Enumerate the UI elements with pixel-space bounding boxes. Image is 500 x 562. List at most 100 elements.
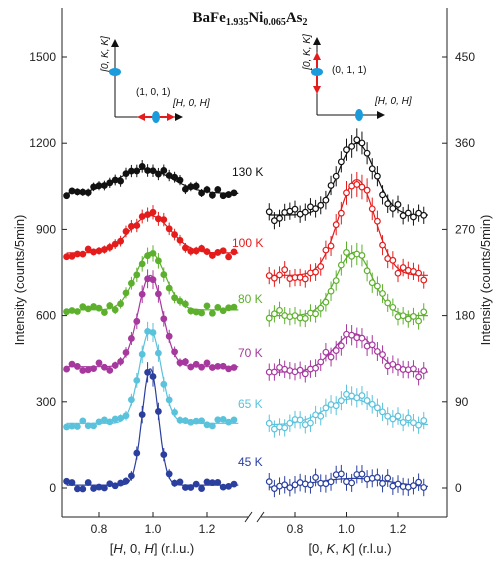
chart-title: BaFe1.935Ni0.065As2 <box>193 10 308 28</box>
fit-curve-left <box>66 215 239 254</box>
data-point-left <box>198 417 206 425</box>
data-point-right <box>394 201 402 208</box>
data-point-left <box>111 415 119 423</box>
data-point-right <box>343 146 350 154</box>
data-point-right <box>368 341 376 349</box>
data-point-right <box>271 310 278 318</box>
data-point-right <box>374 404 381 412</box>
data-point-right <box>312 268 320 276</box>
data-point-right <box>374 172 381 180</box>
data-point-right <box>265 272 273 280</box>
data-point-right <box>358 470 366 478</box>
data-point-left <box>127 472 135 480</box>
data-point-right <box>389 415 397 423</box>
data-point-left <box>208 191 216 199</box>
data-point-right <box>358 392 366 399</box>
data-point-left <box>122 170 130 178</box>
data-point-left <box>208 364 216 371</box>
data-point-right <box>368 165 376 173</box>
data-point-left <box>144 327 152 335</box>
data-point-left <box>101 182 108 189</box>
data-point-right <box>415 373 423 381</box>
axis-break <box>244 511 265 523</box>
inset-left-red-arrowhead-right <box>167 113 175 121</box>
data-point-left <box>90 365 97 373</box>
data-point-right <box>415 421 423 429</box>
data-point-right <box>343 189 350 197</box>
x-axis-label-left: [H, 0, H] (r.l.u.) <box>110 541 195 556</box>
data-point-right <box>399 419 407 426</box>
inset-right-v-label: [0, K, K] <box>302 34 313 71</box>
data-point-left <box>122 477 130 485</box>
y-tick-label-left: 0 <box>49 481 56 495</box>
data-point-right <box>337 158 345 166</box>
data-point-left <box>176 176 184 184</box>
inset-left-spot-peak <box>152 111 160 123</box>
data-point-left <box>90 248 97 256</box>
y-tick-label-right: 360 <box>455 136 475 150</box>
data-point-right <box>322 348 330 356</box>
points-layer <box>63 128 428 498</box>
inset-left-h-arrowhead <box>175 113 183 121</box>
inset-left-spot-axis <box>109 68 121 76</box>
data-point-right <box>281 266 289 274</box>
ticks-layer: 0 300 600 900 1200 1500 0 90 180 270 360 450 0.8 1.0 1… <box>29 50 475 536</box>
data-point-left <box>187 418 195 426</box>
data-point-left <box>106 243 114 251</box>
data-point-left <box>160 451 168 459</box>
series-label: 130 K <box>232 165 263 179</box>
data-point-left <box>181 185 189 193</box>
data-point-left <box>214 478 222 486</box>
data-point-right <box>420 276 428 284</box>
data-point-left <box>176 359 184 367</box>
data-point-left <box>68 187 76 195</box>
data-point-right <box>363 267 371 275</box>
inset-right-peak-label: (0, 1, 1) <box>332 65 366 76</box>
data-point-right <box>291 205 299 213</box>
series-label: 80 K <box>238 292 263 306</box>
data-point-right <box>410 213 417 221</box>
inset-right-v-arrowhead <box>313 37 321 45</box>
data-point-right <box>379 480 386 487</box>
data-point-right <box>368 279 376 287</box>
data-point-left <box>95 359 103 367</box>
data-point-left <box>133 271 141 279</box>
data-point-right <box>404 315 412 323</box>
data-point-right <box>296 366 304 374</box>
x-tick-label-right: 1.0 <box>338 522 355 536</box>
y-tick-label-right: 0 <box>455 481 462 495</box>
data-point-left <box>63 477 70 485</box>
data-point-left <box>117 300 124 308</box>
data-point-right <box>420 484 428 491</box>
data-point-left <box>171 348 179 356</box>
data-point-left <box>230 416 238 424</box>
data-point-left <box>230 480 238 488</box>
data-point-left <box>214 304 222 311</box>
title-part-2: Ni <box>248 10 263 26</box>
data-point-right <box>379 351 386 358</box>
fit-curve-right <box>269 142 428 216</box>
inset-right: [0, K, K] [H, 0, H] (0, 1, 1) <box>302 34 412 121</box>
data-point-right <box>317 201 325 209</box>
data-point-right <box>312 310 320 318</box>
data-point-right <box>389 205 397 212</box>
data-point-left <box>133 449 141 457</box>
data-point-right <box>404 414 412 422</box>
data-point-left <box>176 236 184 244</box>
data-point-right <box>317 263 325 270</box>
data-point-left <box>219 247 227 255</box>
fit-curve-right <box>269 251 428 317</box>
data-point-right <box>271 368 278 376</box>
data-point-right <box>301 315 309 322</box>
data-point-right <box>368 400 376 408</box>
data-point-right <box>332 221 340 229</box>
data-point-left <box>208 309 216 317</box>
data-point-right <box>265 314 273 322</box>
data-point-left <box>106 418 114 426</box>
data-point-right <box>265 478 273 486</box>
data-point-right <box>327 478 335 486</box>
inset-right-h-arrowhead <box>377 111 385 119</box>
data-point-left <box>138 162 146 170</box>
inset-right-h-label: [H, 0, H] <box>374 96 412 107</box>
